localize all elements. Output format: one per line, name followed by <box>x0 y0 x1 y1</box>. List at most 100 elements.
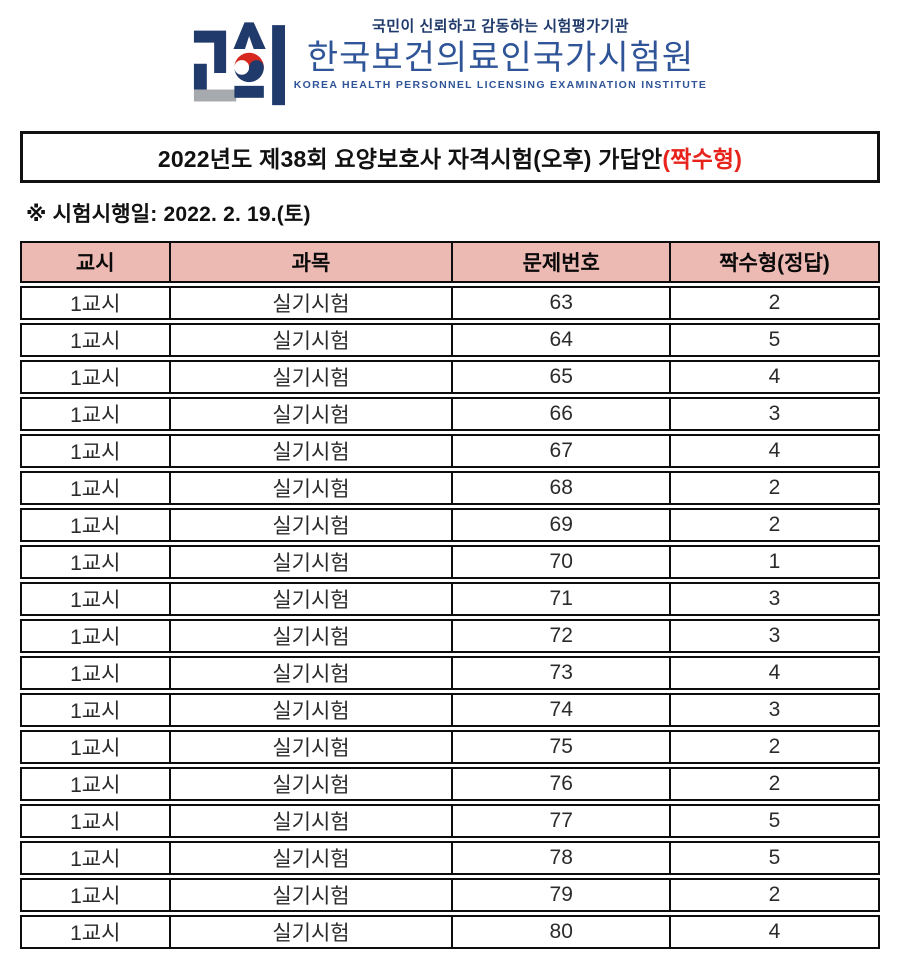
subject-cell: 실기시험 <box>170 878 454 912</box>
session-cell: 1교시 <box>20 360 171 394</box>
question-number-cell: 64 <box>453 323 672 357</box>
question-number-cell: 73 <box>453 656 672 690</box>
session-cell: 1교시 <box>20 656 171 690</box>
session-cell: 1교시 <box>20 841 171 875</box>
answer-cell: 3 <box>671 619 880 653</box>
session-cell: 1교시 <box>20 730 171 764</box>
table-row: 1교시 실기시험 71 3 <box>20 582 880 616</box>
org-tagline: 국민이 신뢰하고 감동하는 시험평가기관 <box>371 18 630 35</box>
subject-cell: 실기시험 <box>170 730 454 764</box>
col-header-answer: 짝수형(정답) <box>671 241 880 283</box>
table-row: 1교시 실기시험 77 5 <box>20 804 880 838</box>
answer-cell: 5 <box>671 841 880 875</box>
question-number-cell: 75 <box>453 730 672 764</box>
answer-cell: 3 <box>671 582 880 616</box>
session-cell: 1교시 <box>20 619 171 653</box>
question-number-cell: 79 <box>453 878 672 912</box>
table-row: 1교시 실기시험 67 4 <box>20 434 880 468</box>
question-number-cell: 80 <box>453 915 672 949</box>
table-row: 1교시 실기시험 75 2 <box>20 730 880 764</box>
subject-cell: 실기시험 <box>170 693 454 727</box>
question-number-cell: 65 <box>453 360 672 394</box>
answer-cell: 5 <box>671 804 880 838</box>
answer-cell: 2 <box>671 286 880 320</box>
answer-cell: 4 <box>671 915 880 949</box>
question-number-cell: 71 <box>453 582 672 616</box>
table-row: 1교시 실기시험 72 3 <box>20 619 880 653</box>
subject-cell: 실기시험 <box>170 619 454 653</box>
org-logo-text: 국민이 신뢰하고 감동하는 시험평가기관 한국보건의료인국가시험원 KOREA … <box>294 14 707 92</box>
org-name-english: KOREA HEALTH PERSONNEL LICENSING EXAMINA… <box>293 79 708 92</box>
subject-cell: 실기시험 <box>170 841 454 875</box>
subject-cell: 실기시험 <box>170 360 454 394</box>
question-number-cell: 76 <box>453 767 672 801</box>
question-number-cell: 66 <box>453 397 672 431</box>
subject-cell: 실기시험 <box>170 434 454 468</box>
subject-cell: 실기시험 <box>170 656 454 690</box>
col-header-question-number: 문제번호 <box>453 241 672 283</box>
table-row: 1교시 실기시험 74 3 <box>20 693 880 727</box>
session-cell: 1교시 <box>20 878 171 912</box>
exam-date-note: ※ 시험시행일: 2022. 2. 19.(토) <box>26 203 311 226</box>
question-number-cell: 70 <box>453 545 672 579</box>
subject-cell: 실기시험 <box>170 397 454 431</box>
question-number-cell: 77 <box>453 804 672 838</box>
subject-cell: 실기시험 <box>170 767 454 801</box>
table-row: 1교시 실기시험 69 2 <box>20 508 880 542</box>
answer-cell: 2 <box>671 471 880 505</box>
answer-cell: 4 <box>671 656 880 690</box>
session-cell: 1교시 <box>20 286 171 320</box>
table-header-row: 교시 과목 문제번호 짝수형(정답) <box>20 241 880 283</box>
answer-cell: 4 <box>671 360 880 394</box>
answer-cell: 1 <box>671 545 880 579</box>
question-number-cell: 74 <box>453 693 672 727</box>
answer-table: 교시 과목 문제번호 짝수형(정답) 1교시 실기시험 63 2 1교시 실기시험 64 5 1… <box>20 238 880 952</box>
document-title-highlight: (짝수형) <box>662 146 743 172</box>
org-logo-header: 국민이 신뢰하고 감동하는 시험평가기관 한국보건의료인국가시험원 KOREA … <box>20 0 880 110</box>
table-row: 1교시 실기시험 66 3 <box>20 397 880 431</box>
session-cell: 1교시 <box>20 508 171 542</box>
subject-cell: 실기시험 <box>170 508 454 542</box>
table-row: 1교시 실기시험 68 2 <box>20 471 880 505</box>
table-row: 1교시 실기시험 78 5 <box>20 841 880 875</box>
question-number-cell: 63 <box>453 286 672 320</box>
col-header-session: 교시 <box>20 241 171 283</box>
table-row: 1교시 실기시험 64 5 <box>20 323 880 357</box>
session-cell: 1교시 <box>20 323 171 357</box>
table-row: 1교시 실기시험 79 2 <box>20 878 880 912</box>
subject-cell: 실기시험 <box>170 804 454 838</box>
khplei-logo-icon <box>193 15 285 107</box>
answer-cell: 2 <box>671 508 880 542</box>
session-cell: 1교시 <box>20 545 171 579</box>
table-row: 1교시 실기시험 80 4 <box>20 915 880 949</box>
table-row: 1교시 실기시험 63 2 <box>20 286 880 320</box>
session-cell: 1교시 <box>20 397 171 431</box>
table-row: 1교시 실기시험 70 1 <box>20 545 880 579</box>
subject-cell: 실기시험 <box>170 582 454 616</box>
session-cell: 1교시 <box>20 915 171 949</box>
document-title-box: 2022년도 제38회 요양보호사 자격시험(오후) 가답안 (짝수형) <box>20 131 880 183</box>
document-title: 2022년도 제38회 요양보호사 자격시험(오후) 가답안 <box>157 146 663 172</box>
col-header-subject: 과목 <box>170 241 454 283</box>
answer-cell: 3 <box>671 397 880 431</box>
answer-cell: 2 <box>671 730 880 764</box>
table-row: 1교시 실기시험 73 4 <box>20 656 880 690</box>
session-cell: 1교시 <box>20 767 171 801</box>
answer-cell: 3 <box>671 693 880 727</box>
answer-cell: 2 <box>671 878 880 912</box>
subject-cell: 실기시험 <box>170 915 454 949</box>
table-row: 1교시 실기시험 65 4 <box>20 360 880 394</box>
subject-cell: 실기시험 <box>170 471 454 505</box>
question-number-cell: 69 <box>453 508 672 542</box>
org-name-korean: 한국보건의료인국가시험원 <box>306 38 695 77</box>
session-cell: 1교시 <box>20 434 171 468</box>
session-cell: 1교시 <box>20 471 171 505</box>
question-number-cell: 67 <box>453 434 672 468</box>
answer-cell: 5 <box>671 323 880 357</box>
session-cell: 1교시 <box>20 804 171 838</box>
answer-cell: 4 <box>671 434 880 468</box>
subject-cell: 실기시험 <box>170 323 454 357</box>
question-number-cell: 72 <box>453 619 672 653</box>
question-number-cell: 78 <box>453 841 672 875</box>
